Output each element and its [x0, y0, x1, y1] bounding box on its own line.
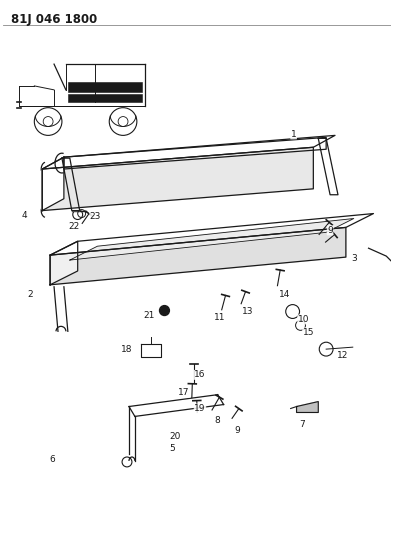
Text: 16: 16 [194, 370, 206, 379]
Text: 19: 19 [194, 404, 206, 413]
Polygon shape [318, 139, 338, 195]
Text: 20: 20 [170, 432, 181, 441]
Text: 9: 9 [234, 426, 240, 435]
Text: 15: 15 [303, 328, 314, 337]
Polygon shape [70, 219, 354, 260]
Polygon shape [50, 228, 346, 285]
Polygon shape [297, 401, 318, 413]
Text: 21: 21 [143, 311, 154, 320]
Polygon shape [42, 135, 335, 169]
Text: 10: 10 [298, 315, 309, 324]
Circle shape [160, 305, 169, 316]
Text: 9: 9 [327, 226, 333, 235]
Polygon shape [50, 241, 78, 285]
Text: 23: 23 [90, 212, 101, 221]
Polygon shape [62, 158, 80, 211]
Text: 12: 12 [337, 351, 349, 360]
Polygon shape [42, 157, 64, 211]
Text: 8: 8 [215, 416, 221, 425]
Text: 22: 22 [68, 222, 79, 231]
Polygon shape [50, 214, 374, 255]
Bar [68, 94, 142, 102]
Text: 7: 7 [299, 420, 305, 429]
Text: 5: 5 [169, 443, 175, 453]
Text: 6: 6 [49, 456, 55, 464]
Text: 18: 18 [121, 345, 133, 353]
Text: 2: 2 [28, 290, 33, 299]
Text: 17: 17 [178, 388, 190, 397]
Text: 3: 3 [351, 254, 357, 263]
Polygon shape [141, 344, 160, 357]
Text: 11: 11 [214, 313, 225, 322]
Text: 4: 4 [22, 211, 27, 220]
Polygon shape [64, 138, 326, 169]
Text: 1: 1 [291, 130, 297, 139]
Text: 81J 046 1800: 81J 046 1800 [11, 13, 97, 26]
Text: 13: 13 [242, 307, 253, 316]
Text: 14: 14 [279, 290, 290, 299]
Bar [68, 82, 142, 92]
Polygon shape [42, 147, 313, 211]
